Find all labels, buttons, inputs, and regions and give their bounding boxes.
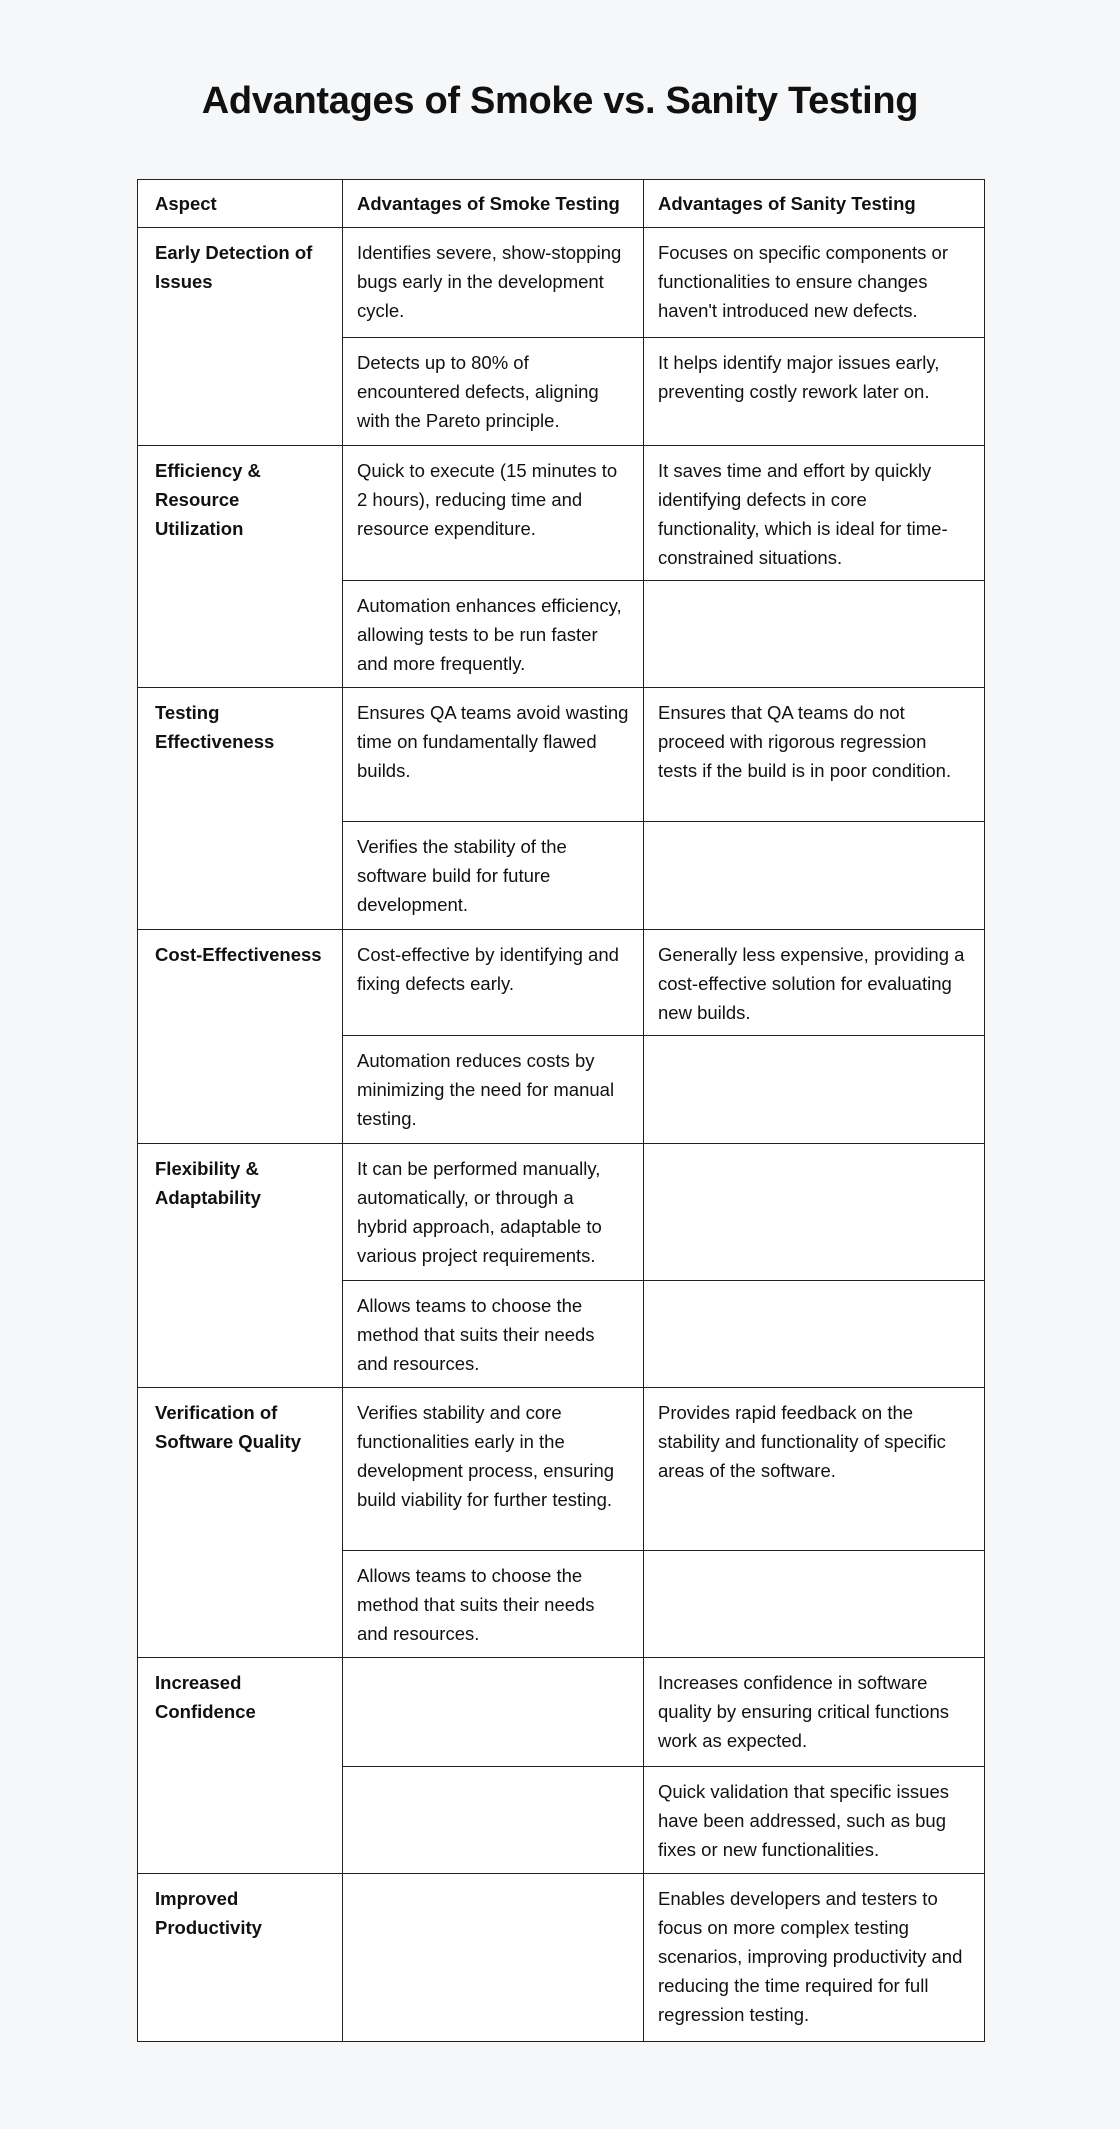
header-row: Aspect Advantages of Smoke Testing Advan… (137, 179, 985, 228)
smoke-advantage-cell (342, 1657, 644, 1767)
aspect-cell: Increased Confidence (137, 1657, 343, 1874)
smoke-advantage-cell: Identifies severe, show-stopping bugs ea… (342, 227, 644, 338)
table-row: Automation reduces costs by minimizing t… (138, 1035, 985, 1144)
aspect-cell: Flexibility & Adaptability (137, 1143, 343, 1388)
table-row: Automation enhances efficiency, allowing… (138, 580, 985, 688)
smoke-advantage-cell (342, 1766, 644, 1874)
aspect-cell: Efficiency & Resource Utilization (137, 445, 343, 688)
smoke-advantage-cell: Verifies the stability of the software b… (342, 821, 644, 930)
sanity-advantage-cell: Ensures that QA teams do not proceed wit… (643, 687, 985, 822)
comparison-table: Aspect Advantages of Smoke Testing Advan… (137, 179, 985, 2042)
sanity-advantage-cell (643, 580, 985, 688)
sanity-advantage-cell: Quick validation that specific issues ha… (643, 1766, 985, 1874)
smoke-advantage-cell: It can be performed manually, automatica… (342, 1143, 644, 1281)
smoke-advantage-cell: Detects up to 80% of encountered defects… (342, 337, 644, 446)
aspect-cell: Testing Effectiveness (137, 687, 343, 930)
smoke-advantage-cell: Ensures QA teams avoid wasting time on f… (342, 687, 644, 822)
table-row: Detects up to 80% of encountered defects… (138, 337, 985, 446)
smoke-advantage-cell (342, 1873, 644, 2042)
sanity-advantage-cell (643, 1280, 985, 1388)
smoke-advantage-cell: Automation reduces costs by minimizing t… (342, 1035, 644, 1144)
header-smoke: Advantages of Smoke Testing (342, 179, 644, 228)
sanity-advantage-cell: Enables developers and testers to focus … (643, 1873, 985, 2042)
sanity-advantage-cell: It saves time and effort by quickly iden… (643, 445, 985, 581)
table-row: Testing Effectiveness Ensures QA teams av… (137, 687, 985, 930)
aspect-cell: Improved Productivity (137, 1873, 343, 2042)
sanity-advantage-cell (643, 1550, 985, 1658)
table-row: Allows teams to choose the method that s… (138, 1550, 985, 1658)
page-title: Advantages of Smoke vs. Sanity Testing (201, 80, 919, 122)
sanity-advantage-cell (643, 821, 985, 930)
table-row: Quick validation that specific issues ha… (138, 1766, 985, 1874)
sanity-advantage-cell: Provides rapid feedback on the stability… (643, 1387, 985, 1551)
header-sanity: Advantages of Sanity Testing (643, 179, 985, 228)
table-row: Verifies the stability of the software b… (138, 821, 985, 930)
table-row: Efficiency & Resource Utilization Quick t… (137, 445, 985, 688)
table-row: Allows teams to choose the method that s… (138, 1280, 985, 1388)
table-row: Verification of Software Quality Verifies… (137, 1387, 985, 1658)
sanity-advantage-cell: Generally less expensive, providing a co… (643, 929, 985, 1036)
aspect-cell: Early Detection of Issues (137, 227, 343, 446)
table-row: Flexibility & Adaptability It can be perf… (137, 1143, 985, 1388)
sanity-advantage-cell: It helps identify major issues early, pr… (643, 337, 985, 446)
header-aspect: Aspect (137, 179, 343, 228)
sanity-advantage-cell: Increases confidence in software quality… (643, 1657, 985, 1767)
smoke-advantage-cell: Automation enhances efficiency, allowing… (342, 580, 644, 688)
table-row: Increased Confidence Increases confidence… (137, 1657, 985, 1874)
table-row: Improved Productivity Enables developers … (137, 1873, 985, 2042)
smoke-advantage-cell: Cost-effective by identifying and fixing… (342, 929, 644, 1036)
aspect-cell: Verification of Software Quality (137, 1387, 343, 1658)
aspect-cell: Cost-Effectiveness (137, 929, 343, 1144)
sanity-advantage-cell (643, 1035, 985, 1144)
sanity-advantage-cell: Focuses on specific components or functi… (643, 227, 985, 338)
smoke-advantage-cell: Verifies stability and core functionalit… (342, 1387, 644, 1551)
smoke-advantage-cell: Allows teams to choose the method that s… (342, 1280, 644, 1388)
table-row: Cost-Effectiveness Cost-effective by iden… (137, 929, 985, 1144)
table-row: Early Detection of Issues Identifies seve… (137, 227, 985, 446)
smoke-advantage-cell: Quick to execute (15 minutes to 2 hours)… (342, 445, 644, 581)
sanity-advantage-cell (643, 1143, 985, 1281)
smoke-advantage-cell: Allows teams to choose the method that s… (342, 1550, 644, 1658)
